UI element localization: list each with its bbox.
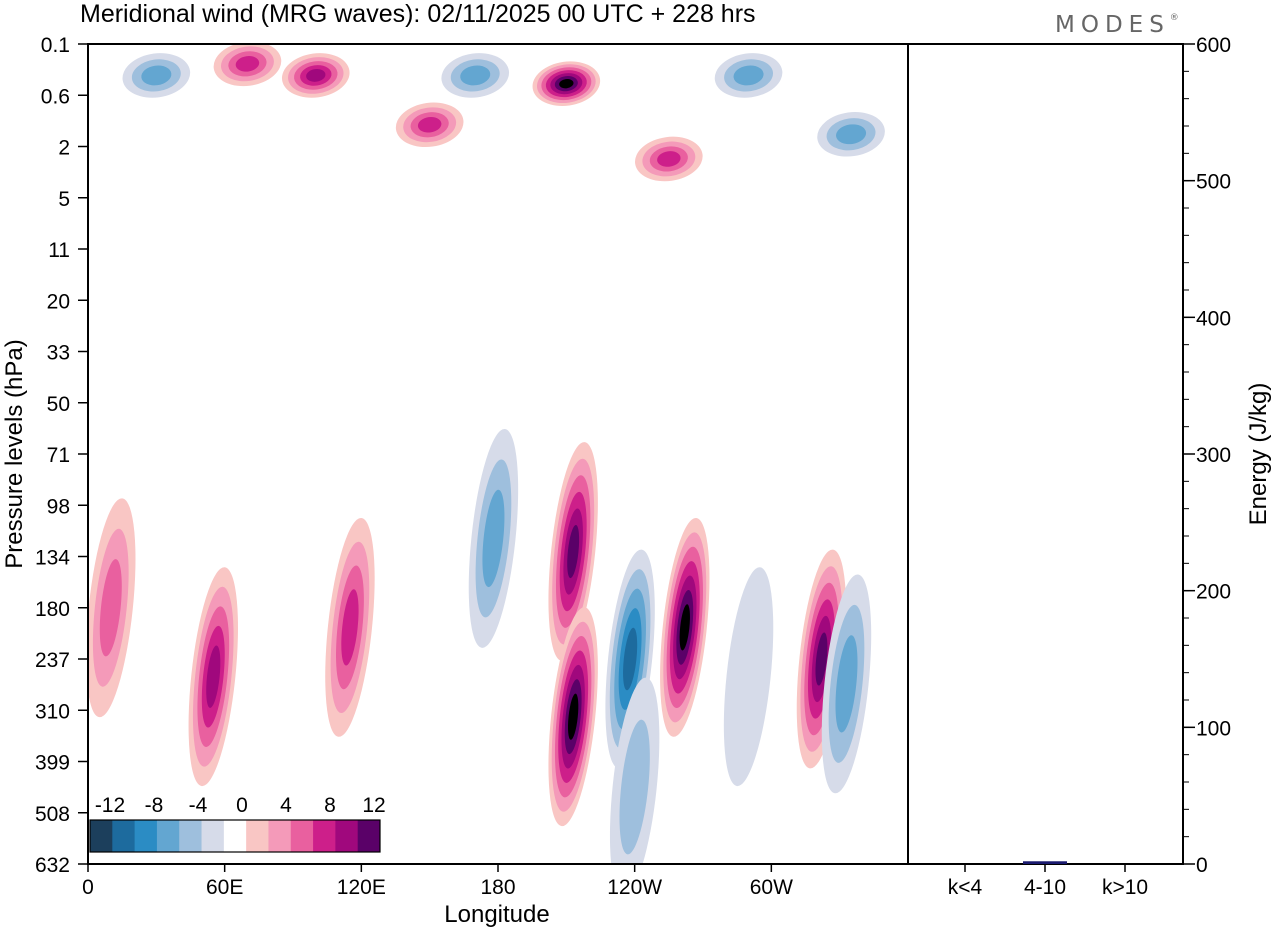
energy-tick-label: 400 bbox=[1196, 307, 1231, 330]
contour-feature-17-level-4 bbox=[206, 645, 221, 708]
colorbar-swatch bbox=[112, 820, 136, 852]
contour-feature-6-level-3 bbox=[657, 151, 681, 167]
colorbar-swatch bbox=[246, 820, 269, 852]
y-tick-label: 98 bbox=[47, 495, 70, 518]
colorbar-tick-label: 0 bbox=[236, 794, 248, 817]
colorbar-tick-label: -4 bbox=[189, 794, 208, 817]
y-tick-label: 134 bbox=[35, 547, 70, 570]
contour-feature-0-level-2 bbox=[141, 65, 172, 86]
x-tick-label: 60W bbox=[750, 876, 793, 899]
energy-tick-label: 500 bbox=[1196, 171, 1231, 194]
contour-feature-14-level-0 bbox=[723, 567, 774, 787]
y-tick-label: 20 bbox=[47, 290, 70, 313]
energy-tick-label: 300 bbox=[1196, 444, 1231, 467]
y-tick-label: 632 bbox=[35, 854, 70, 877]
contour-feature-8-level-2 bbox=[836, 124, 867, 145]
colorbar-swatch bbox=[90, 820, 113, 852]
colorbar-swatch bbox=[268, 820, 292, 852]
colorbar: -12 -8 -4 0 4 8 12 bbox=[89, 794, 386, 853]
colorbar-swatch bbox=[156, 820, 180, 852]
energy-category-label: k>10 bbox=[1102, 876, 1148, 899]
energy-tick-label: 200 bbox=[1196, 581, 1231, 604]
colorbar-swatch bbox=[179, 820, 203, 852]
y-tick-label: 399 bbox=[35, 752, 70, 775]
x-tick-label: 60E bbox=[206, 876, 243, 899]
colorbar-tick-label: 8 bbox=[324, 794, 336, 817]
x-tick-label: 180 bbox=[480, 876, 515, 899]
contour-feature-10-level-5 bbox=[567, 524, 580, 579]
contour-feature-11-level-6 bbox=[567, 693, 579, 740]
pressure-axis: 0.1 0.6 2 5 11 20 33 50 71 98 134 180 237 310 399 508 63… bbox=[35, 34, 88, 877]
contour-feature-5-level-6 bbox=[559, 78, 574, 89]
y-tick-label: 508 bbox=[35, 803, 70, 826]
energy-tick-label: 0 bbox=[1196, 854, 1208, 877]
y-tick-label: 310 bbox=[35, 700, 70, 723]
y-tick-label: 33 bbox=[47, 342, 70, 365]
colorbar-swatch bbox=[290, 820, 314, 852]
y-tick-label: 5 bbox=[58, 188, 70, 211]
x-tick-label: 120W bbox=[607, 876, 662, 899]
energy-category-label: k<4 bbox=[948, 876, 983, 899]
colorbar-swatch bbox=[335, 820, 359, 852]
x-tick-label: 120E bbox=[337, 876, 386, 899]
contour-feature-4-level-2 bbox=[460, 65, 491, 86]
contour-feature-15-level-5 bbox=[815, 632, 828, 686]
contour-field bbox=[88, 44, 885, 864]
energy-bar bbox=[1023, 861, 1067, 864]
contour-feature-3-level-3 bbox=[417, 116, 442, 133]
contour-feature-19-level-2 bbox=[99, 559, 122, 657]
x-axis-label: Longitude bbox=[444, 901, 549, 928]
longitude-axis: 0 60E 120E 180 120W 60W bbox=[82, 864, 793, 899]
colorbar-frame bbox=[89, 819, 381, 853]
colorbar-tick-label: -12 bbox=[95, 794, 125, 817]
y-tick-label: 71 bbox=[47, 444, 70, 467]
y-tick-label: 11 bbox=[48, 239, 70, 262]
contour-feature-16-level-2 bbox=[835, 635, 858, 733]
y-tick-label: 180 bbox=[35, 598, 70, 621]
chart-title: Meridional wind (MRG waves): 02/11/2025 … bbox=[80, 0, 756, 28]
y-tick-label: 237 bbox=[35, 649, 70, 672]
contour-feature-1-level-3 bbox=[235, 56, 260, 72]
colorbar-swatch bbox=[223, 820, 247, 852]
energy-category-label: 4-10 bbox=[1024, 876, 1066, 899]
contour-feature-18-level-3 bbox=[341, 589, 359, 666]
colorbar-tick-label: -8 bbox=[145, 794, 164, 817]
contour-feature-20-level-1 bbox=[619, 719, 650, 855]
colorbar-swatch bbox=[134, 820, 158, 852]
energy-categories: k<4 4-10 k>10 bbox=[948, 864, 1148, 899]
contour-feature-7-level-2 bbox=[733, 65, 764, 86]
colorbar-tick-label: 4 bbox=[280, 794, 292, 817]
energy-tick-label: 600 bbox=[1196, 34, 1231, 57]
energy-axis-label: Energy (J/kg) bbox=[1245, 383, 1272, 526]
energy-bars bbox=[1023, 861, 1067, 864]
contour-feature-12-level-4 bbox=[623, 627, 638, 691]
contour-feature-13-level-6 bbox=[679, 604, 690, 651]
colorbar-swatch bbox=[357, 820, 381, 852]
energy-axis: 0 100 200 300 400 500 600 bbox=[1183, 34, 1231, 877]
y-tick-label: 0.1 bbox=[41, 34, 70, 57]
brand-logo: MODES® bbox=[1055, 12, 1185, 38]
x-tick-label: 0 bbox=[82, 876, 94, 899]
colorbar-swatch bbox=[201, 820, 225, 852]
colorbar-tick-label: 12 bbox=[362, 794, 385, 817]
y-tick-label: 0.6 bbox=[41, 85, 70, 108]
y-tick-label: 50 bbox=[47, 393, 70, 416]
contour-feature-2-level-4 bbox=[306, 69, 326, 82]
y-axis-label: Pressure levels (hPa) bbox=[1, 339, 28, 568]
colorbar-swatch bbox=[313, 820, 336, 852]
y-tick-label: 2 bbox=[58, 137, 70, 160]
energy-panel-frame bbox=[907, 43, 1184, 865]
energy-tick-label: 100 bbox=[1196, 717, 1231, 740]
contour-feature-9-level-2 bbox=[482, 489, 505, 588]
